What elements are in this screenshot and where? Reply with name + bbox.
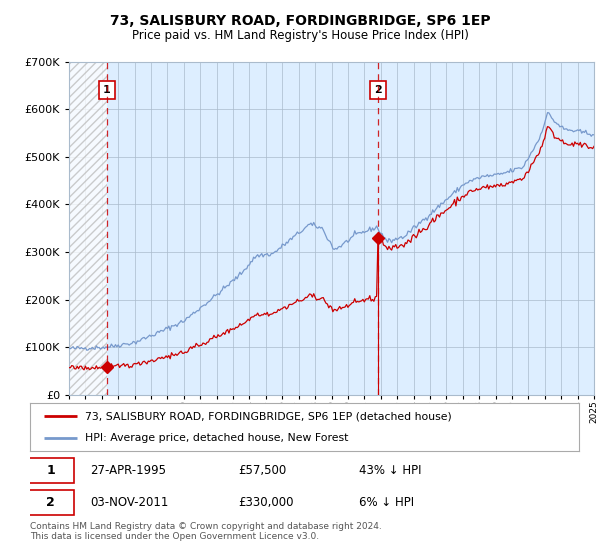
Text: 73, SALISBURY ROAD, FORDINGBRIDGE, SP6 1EP: 73, SALISBURY ROAD, FORDINGBRIDGE, SP6 1… (110, 14, 490, 28)
Bar (69, 62, 107, 395)
Text: 73, SALISBURY ROAD, FORDINGBRIDGE, SP6 1EP (detached house): 73, SALISBURY ROAD, FORDINGBRIDGE, SP6 1… (85, 411, 452, 421)
Text: 43% ↓ HPI: 43% ↓ HPI (359, 464, 422, 477)
Text: HPI: Average price, detached house, New Forest: HPI: Average price, detached house, New … (85, 433, 348, 443)
Text: 27-APR-1995: 27-APR-1995 (91, 464, 166, 477)
FancyBboxPatch shape (27, 458, 74, 483)
Text: £57,500: £57,500 (239, 464, 287, 477)
Text: 6% ↓ HPI: 6% ↓ HPI (359, 496, 415, 509)
Text: 03-NOV-2011: 03-NOV-2011 (91, 496, 169, 509)
Text: 1: 1 (103, 85, 111, 95)
Text: 1: 1 (46, 464, 55, 477)
Text: Price paid vs. HM Land Registry's House Price Index (HPI): Price paid vs. HM Land Registry's House … (131, 29, 469, 42)
Text: £330,000: £330,000 (239, 496, 294, 509)
Text: 2: 2 (374, 85, 382, 95)
Text: Contains HM Land Registry data © Crown copyright and database right 2024.
This d: Contains HM Land Registry data © Crown c… (30, 522, 382, 542)
FancyBboxPatch shape (27, 491, 74, 515)
Text: 2: 2 (46, 496, 55, 509)
